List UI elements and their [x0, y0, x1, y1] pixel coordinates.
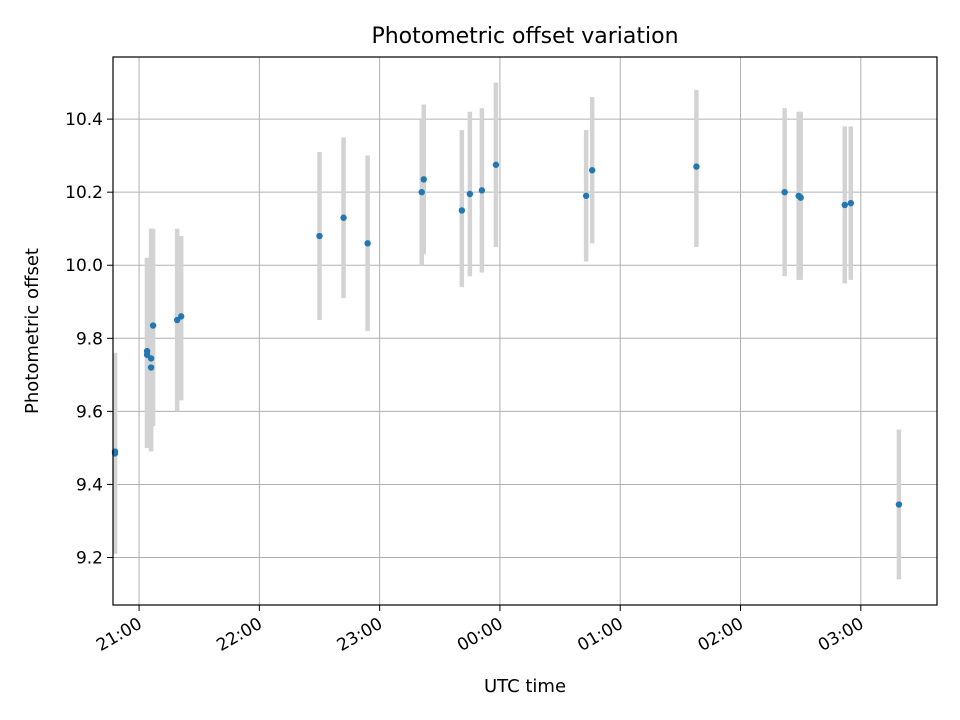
data-points	[111, 161, 903, 508]
y-tick-label: 9.8	[76, 329, 103, 349]
data-point	[420, 176, 427, 183]
chart-title: Photometric offset variation	[371, 24, 678, 49]
data-point	[149, 322, 157, 329]
data-point	[582, 192, 590, 200]
data-point	[797, 194, 804, 201]
data-point	[588, 167, 596, 174]
plot-frame	[112, 56, 938, 606]
y-axis-ticks: 9.2 9.4 9.6 9.8 10.0 10.2 10.4	[65, 110, 113, 569]
data-point	[147, 355, 155, 362]
data-point	[340, 214, 347, 221]
data-point	[418, 188, 425, 196]
y-tick-label: 9.6	[76, 402, 103, 422]
y-tick-label: 10.4	[65, 110, 103, 130]
data-point	[147, 364, 155, 371]
y-axis-label: Photometric offset	[22, 248, 43, 414]
data-point	[693, 163, 700, 170]
data-point	[841, 201, 848, 209]
data-point	[364, 240, 371, 247]
data-point	[895, 501, 903, 508]
y-tick-label: 9.2	[76, 549, 103, 569]
data-point	[492, 161, 500, 168]
data-point	[466, 190, 474, 198]
data-point	[177, 313, 185, 320]
data-point	[781, 188, 788, 196]
y-tick-label: 10.0	[65, 256, 103, 276]
data-point	[316, 232, 323, 240]
data-point	[847, 199, 854, 207]
data-point	[478, 187, 486, 194]
x-axis-label: UTC time	[484, 676, 566, 697]
y-tick-label: 10.2	[65, 183, 103, 203]
data-point	[458, 207, 466, 214]
y-tick-label: 9.4	[76, 475, 103, 495]
